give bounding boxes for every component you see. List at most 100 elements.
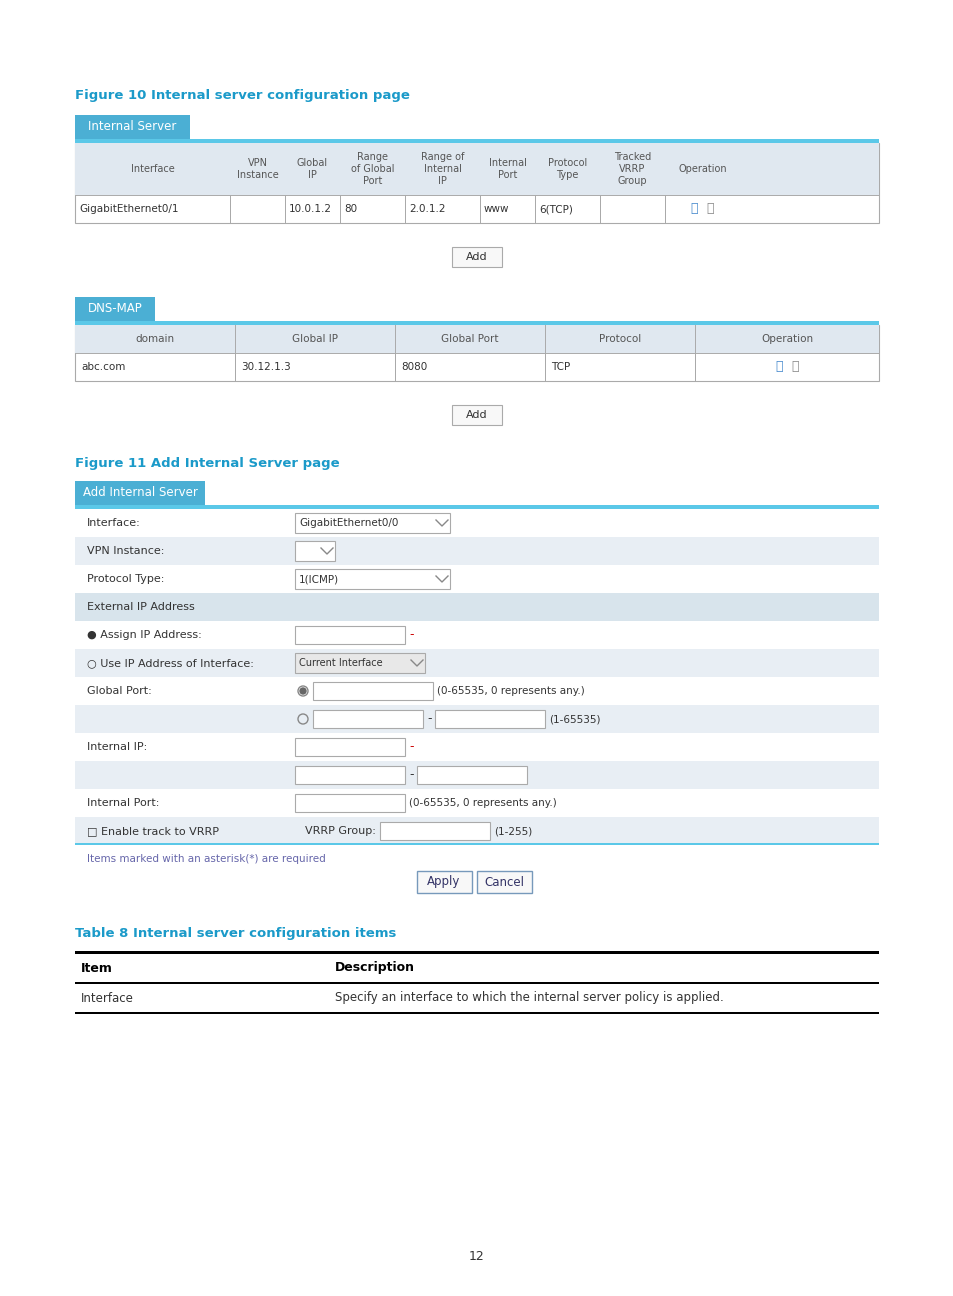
Text: Protocol
Type: Protocol Type: [547, 158, 586, 180]
Text: -: -: [409, 740, 413, 753]
Bar: [75, 649, 878, 677]
Bar: [75, 982, 878, 984]
Bar: [452, 248, 501, 267]
Text: Item: Item: [81, 962, 112, 975]
Text: Interface: Interface: [81, 991, 133, 1004]
Bar: [75, 537, 878, 565]
Circle shape: [299, 688, 306, 693]
Text: 6(TCP): 6(TCP): [538, 203, 572, 214]
Bar: [75, 984, 878, 1012]
Text: 🗑: 🗑: [706, 202, 714, 215]
Bar: [75, 297, 154, 321]
Text: Add: Add: [466, 410, 487, 420]
Text: 12: 12: [469, 1249, 484, 1262]
Text: DNS-MAP: DNS-MAP: [88, 302, 142, 315]
Bar: [75, 143, 878, 194]
Bar: [75, 816, 878, 845]
Bar: [313, 682, 433, 700]
Bar: [75, 325, 878, 381]
Bar: [294, 737, 405, 756]
Text: Global Port: Global Port: [441, 334, 498, 343]
Bar: [294, 653, 424, 673]
Bar: [294, 766, 405, 784]
Text: Internal
Port: Internal Port: [488, 158, 526, 180]
Text: (0-65535, 0 represents any.): (0-65535, 0 represents any.): [409, 798, 557, 807]
Text: Protocol: Protocol: [598, 334, 640, 343]
Bar: [294, 540, 335, 561]
Text: ○ Use IP Address of Interface:: ○ Use IP Address of Interface:: [87, 658, 253, 667]
Bar: [452, 404, 501, 425]
Text: GigabitEthernet0/0: GigabitEthernet0/0: [298, 518, 398, 527]
Text: External IP Address: External IP Address: [87, 603, 194, 612]
Bar: [75, 954, 878, 982]
Text: Items marked with an asterisk(*) are required: Items marked with an asterisk(*) are req…: [87, 854, 325, 864]
Bar: [75, 842, 878, 845]
Text: Interface: Interface: [131, 165, 174, 174]
Bar: [75, 143, 878, 223]
Bar: [294, 513, 450, 533]
Text: TCP: TCP: [551, 362, 570, 372]
Text: GigabitEthernet0/1: GigabitEthernet0/1: [79, 203, 178, 214]
Text: -: -: [409, 769, 413, 781]
Bar: [75, 139, 878, 143]
Text: abc.com: abc.com: [81, 362, 125, 372]
Text: 30.12.1.3: 30.12.1.3: [241, 362, 291, 372]
Text: Operation: Operation: [760, 334, 812, 343]
Text: 8080: 8080: [400, 362, 427, 372]
Text: Protocol Type:: Protocol Type:: [87, 574, 164, 584]
Text: Figure 10 Internal server configuration page: Figure 10 Internal server configuration …: [75, 88, 410, 101]
Text: -: -: [427, 713, 431, 726]
Bar: [294, 794, 405, 813]
Bar: [75, 1012, 878, 1013]
Text: Specify an interface to which the internal server policy is applied.: Specify an interface to which the intern…: [335, 991, 723, 1004]
Bar: [75, 789, 878, 816]
Text: 2.0.1.2: 2.0.1.2: [409, 203, 445, 214]
Text: 10.0.1.2: 10.0.1.2: [289, 203, 332, 214]
Bar: [75, 509, 878, 537]
Bar: [294, 626, 405, 644]
Text: domain: domain: [135, 334, 174, 343]
Text: 1(ICMP): 1(ICMP): [298, 574, 338, 584]
Text: Range of
Internal
IP: Range of Internal IP: [420, 153, 464, 185]
Text: Internal Port:: Internal Port:: [87, 798, 159, 807]
Bar: [379, 822, 490, 840]
Text: Internal IP:: Internal IP:: [87, 743, 147, 752]
Text: (1-65535): (1-65535): [548, 714, 599, 724]
Text: Apply: Apply: [427, 876, 460, 889]
Bar: [75, 734, 878, 761]
Text: Global IP: Global IP: [292, 334, 337, 343]
Text: VPN Instance:: VPN Instance:: [87, 546, 164, 556]
Bar: [75, 325, 878, 353]
Text: www: www: [483, 203, 509, 214]
Bar: [75, 621, 878, 649]
Text: Current Interface: Current Interface: [298, 658, 382, 667]
Text: ● Assign IP Address:: ● Assign IP Address:: [87, 630, 201, 640]
Text: 80: 80: [344, 203, 356, 214]
Bar: [75, 705, 878, 734]
Bar: [75, 761, 878, 789]
Text: VRRP Group:: VRRP Group:: [305, 826, 375, 836]
Text: Operation: Operation: [678, 165, 726, 174]
Text: Internal Server: Internal Server: [89, 121, 176, 133]
Text: Tracked
VRRP
Group: Tracked VRRP Group: [613, 153, 651, 185]
Text: Add Internal Server: Add Internal Server: [83, 486, 197, 499]
Text: Figure 11 Add Internal Server page: Figure 11 Add Internal Server page: [75, 456, 339, 469]
Text: □ Enable track to VRRP: □ Enable track to VRRP: [87, 826, 219, 836]
Bar: [75, 565, 878, 594]
Text: 🖨: 🖨: [690, 202, 698, 215]
Bar: [75, 321, 878, 325]
Text: (0-65535, 0 represents any.): (0-65535, 0 represents any.): [436, 686, 584, 696]
Bar: [416, 766, 526, 784]
Text: -: -: [409, 629, 413, 642]
Text: Interface:: Interface:: [87, 518, 141, 527]
Bar: [435, 710, 544, 728]
Text: (1-255): (1-255): [494, 826, 532, 836]
Text: Global
IP: Global IP: [296, 158, 328, 180]
Text: Table 8 Internal server configuration items: Table 8 Internal server configuration it…: [75, 927, 395, 940]
Bar: [294, 569, 450, 588]
Bar: [313, 710, 422, 728]
Bar: [75, 481, 205, 505]
Bar: [75, 677, 878, 705]
Text: VPN
Instance: VPN Instance: [236, 158, 278, 180]
Text: 🗑: 🗑: [790, 360, 798, 373]
